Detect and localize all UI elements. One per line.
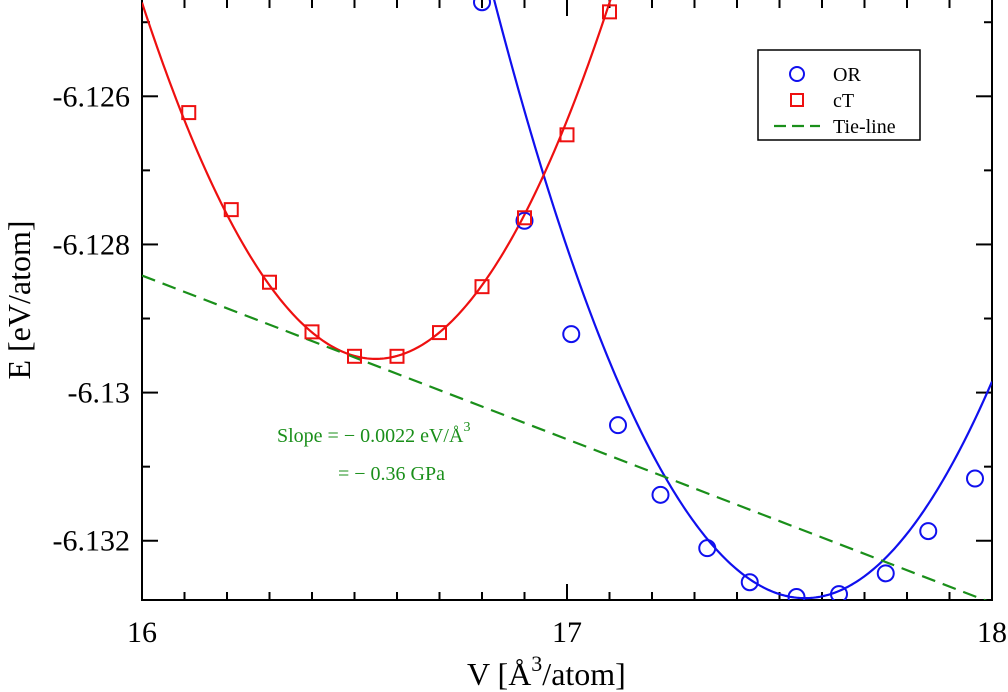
y-tick-label: -6.128: [53, 228, 131, 261]
tie-line: [142, 274, 988, 600]
data-point-ct: [223, 202, 239, 218]
x-tick-label: 18: [977, 616, 1007, 649]
y-axis-title: E [eV/atom]: [1, 220, 37, 379]
y-tick-label: -6.126: [53, 80, 131, 113]
axis-ticks: [141, 0, 993, 600]
legend-label: Tie-line: [833, 116, 896, 138]
data-point-or: [698, 539, 717, 558]
data-point-or: [515, 211, 534, 230]
x-tick-label: 17: [552, 616, 582, 649]
data-point-or: [787, 588, 806, 600]
legend-label: OR: [833, 64, 861, 86]
data-point-or: [830, 585, 848, 600]
fit-curve-or: [493, 0, 992, 600]
pressure-annotation: = − 0.36 GPa: [338, 463, 445, 485]
data-point-or: [609, 416, 627, 435]
data-point-ct: [389, 348, 405, 364]
x-tick-label: 16: [127, 616, 157, 649]
data-point-or: [473, 0, 491, 12]
data-point-or: [651, 485, 670, 504]
axis-tick-labels: 16 17 18 -6.126 -6.128 -6.13 -6.132: [53, 80, 1008, 649]
data-markers: [181, 0, 984, 600]
legend-marker-ct: [790, 93, 804, 107]
data-point-or: [740, 573, 759, 592]
data-point-ct: [432, 325, 447, 341]
data-point-ct: [304, 324, 320, 340]
legend: OR cT Tie-line: [757, 49, 921, 141]
x-axis-title: V [Å3/atom]: [467, 651, 626, 692]
slope-annotation: Slope = − 0.0022 eV/Å3: [277, 420, 470, 447]
data-point-ct: [262, 274, 277, 290]
data-point-or: [562, 325, 581, 344]
data-point-or: [876, 564, 895, 583]
data-point-or: [919, 522, 938, 541]
data-point-ct: [559, 127, 575, 143]
data-point-ct: [474, 279, 490, 295]
legend-marker-or: [789, 66, 805, 82]
y-tick-label: -6.13: [68, 377, 131, 410]
fit-curve-ct: [142, 0, 612, 360]
y-tick-label: -6.132: [53, 525, 131, 558]
legend-label: cT: [833, 90, 854, 112]
data-point-ct: [347, 348, 362, 364]
data-point-or: [966, 469, 984, 488]
fit-curves: [142, 0, 992, 600]
data-point-ct: [517, 210, 532, 226]
data-point-ct: [602, 4, 617, 20]
data-point-ct: [181, 105, 197, 121]
